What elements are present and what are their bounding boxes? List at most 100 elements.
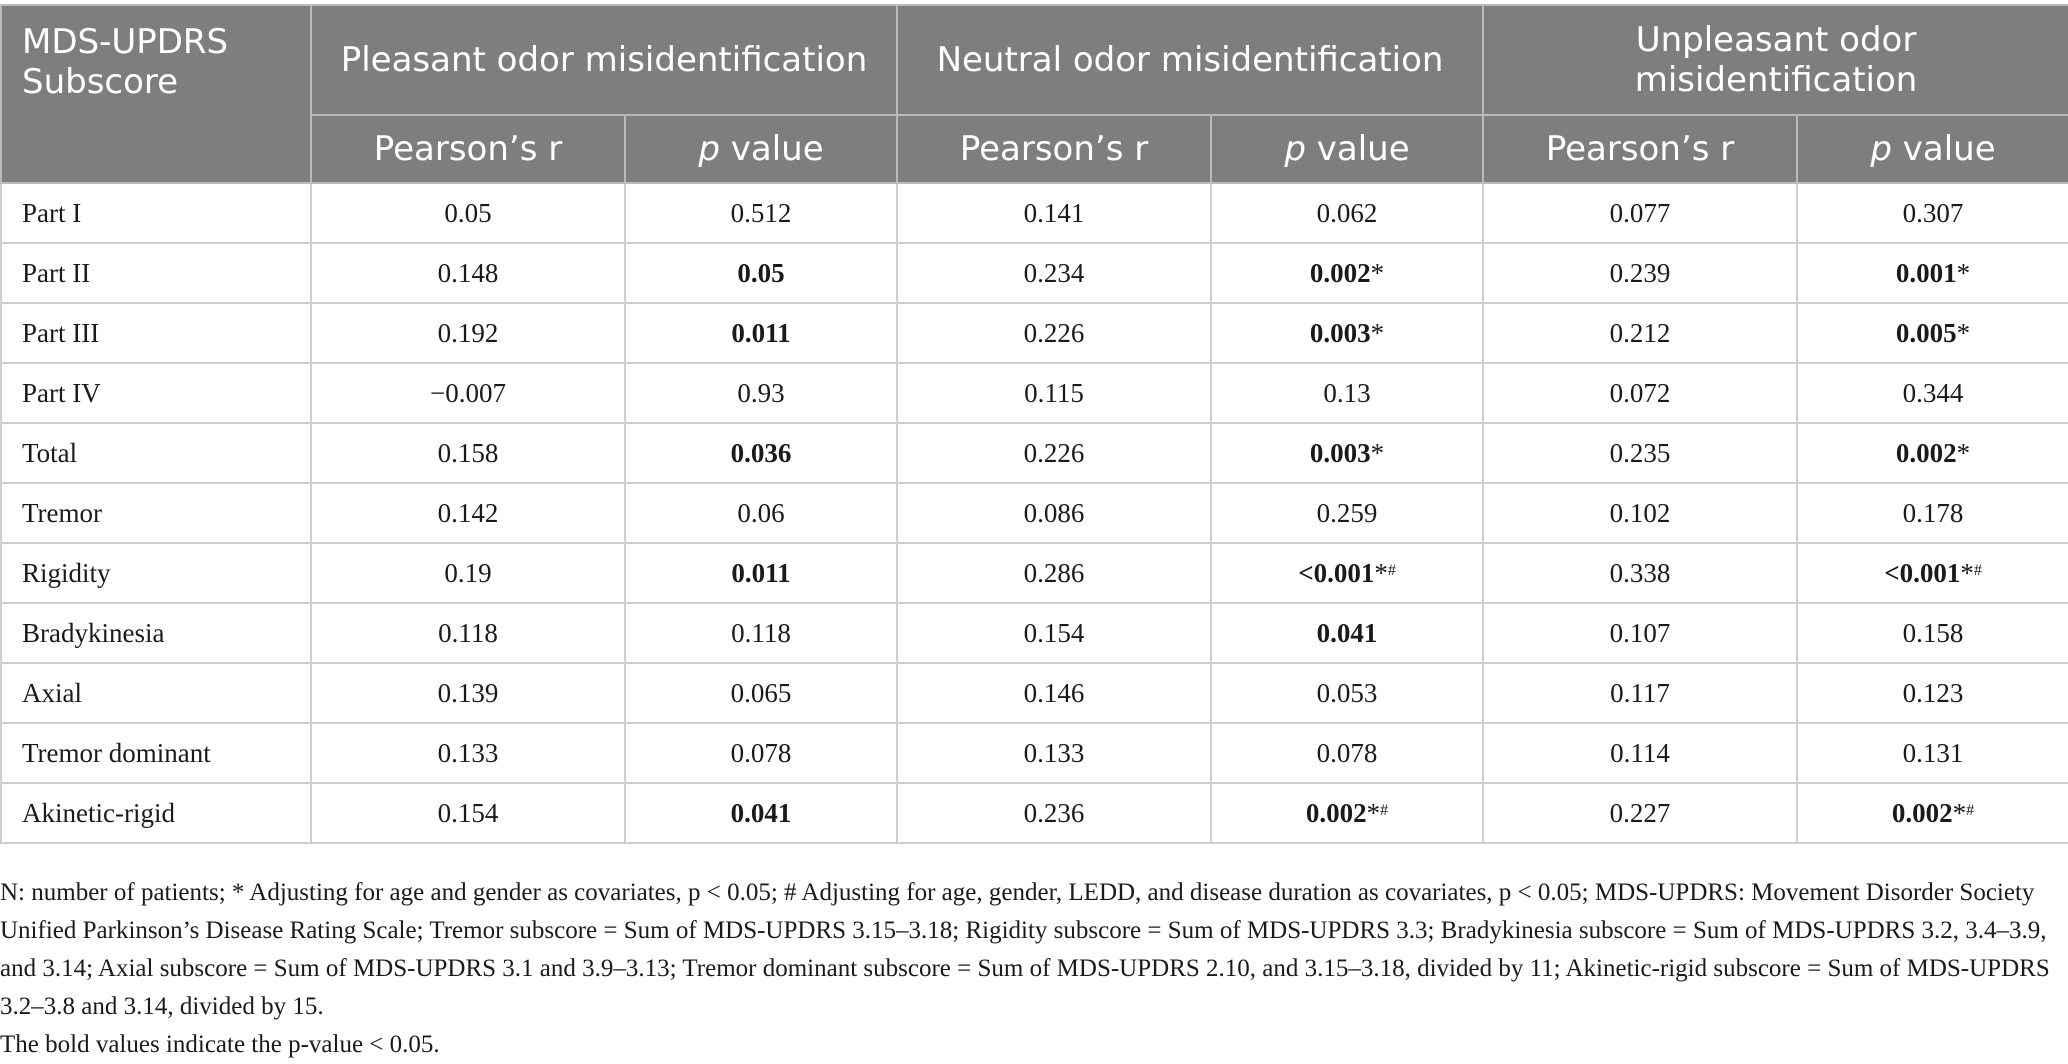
cell-value: 0.086: [1023, 497, 1085, 528]
table-row: Part IV −0.007 0.93 0.115 0.13 0.072 0.344: [0, 362, 2068, 424]
row-label: Axial: [0, 662, 312, 724]
hash-marker: #: [1380, 801, 1389, 819]
p-value-cell: 0.118: [623, 602, 899, 664]
pearson-r-cell: 0.05: [310, 182, 626, 244]
cell-value: 0.178: [1902, 497, 1964, 528]
pearson-r-cell: 0.133: [310, 722, 626, 784]
cell-value: 0.307: [1902, 197, 1964, 228]
pearson-r-cell: 0.072: [1482, 362, 1799, 424]
pearson-r-cell: 0.117: [1482, 662, 1799, 724]
p-value-cell: 0.002*: [1210, 242, 1485, 304]
row-label: Akinetic-rigid: [0, 782, 312, 844]
cell-value: 0.192: [437, 317, 499, 348]
hash-marker: #: [1973, 561, 1982, 579]
value-word: value: [1305, 129, 1410, 169]
cell-value: 0.003: [1309, 437, 1371, 468]
cell-value: 0.139: [437, 677, 499, 708]
p-value-cell: 0.93: [623, 362, 899, 424]
cell-value: 0.036: [730, 437, 792, 468]
pearson-r-cell: 0.212: [1482, 302, 1799, 364]
row-label: Total: [0, 422, 312, 484]
cell-value: 0.062: [1316, 197, 1378, 228]
p-value-cell: 0.001*: [1796, 242, 2068, 304]
p-italic: p: [698, 129, 720, 169]
cell-value: 0.002: [1309, 257, 1371, 288]
cell-value: 0.065: [730, 677, 792, 708]
cell-value: 0.19: [444, 557, 492, 588]
cell-value: 0.002: [1305, 797, 1367, 828]
row-label: Tremor: [0, 482, 312, 544]
cell-value: 0.001: [1895, 257, 1957, 288]
cell-value: 0.041: [730, 797, 792, 828]
pearson-r-cell: 0.077: [1482, 182, 1799, 244]
p-value-cell: 0.13: [1210, 362, 1485, 424]
table-row: Tremor dominant 0.133 0.078 0.133 0.078 0.114…: [0, 722, 2068, 784]
p-value-cell: 0.307: [1796, 182, 2068, 244]
p-value-cell: 0.123: [1796, 662, 2068, 724]
cell-value: 0.154: [1023, 617, 1085, 648]
p-value-cell: 0.003*: [1210, 302, 1485, 364]
cell-value: 0.512: [730, 197, 792, 228]
cell-value: 0.142: [437, 497, 499, 528]
correlation-table: MDS-UPDRS Subscore Pleasant odor misiden…: [0, 4, 2068, 844]
cell-value: 0.011: [731, 557, 791, 588]
table-footnotes: N: number of patients; * Adjusting for a…: [0, 874, 2060, 1064]
cell-value: 0.102: [1609, 497, 1671, 528]
pearson-r-cell: 0.226: [896, 422, 1213, 484]
cell-value: 0.06: [737, 497, 785, 528]
p-value-cell: 0.158: [1796, 602, 2068, 664]
group-header-unpleasant: Unpleasant odor misidentification: [1482, 4, 2068, 116]
pearson-r-cell: −0.007: [310, 362, 626, 424]
pearson-r-cell: 0.102: [1482, 482, 1799, 544]
p-value-cell: 0.053: [1210, 662, 1485, 724]
cell-value: 0.259: [1316, 497, 1378, 528]
cell-value: 0.123: [1902, 677, 1964, 708]
pearson-r-cell: 0.118: [310, 602, 626, 664]
cell-value: 0.131: [1902, 737, 1964, 768]
hash-marker: #: [1387, 561, 1396, 579]
row-label: Rigidity: [0, 542, 312, 604]
pearson-r-cell: 0.107: [1482, 602, 1799, 664]
p-italic: p: [1870, 129, 1892, 169]
asterisk-marker: *: [1956, 257, 1971, 288]
p-value-cell: 0.005*: [1796, 302, 2068, 364]
pearson-r-cell: 0.139: [310, 662, 626, 724]
asterisk-marker: *: [1952, 797, 1967, 828]
cell-value: 0.141: [1023, 197, 1085, 228]
row-label: Bradykinesia: [0, 602, 312, 664]
pearson-r-cell: 0.227: [1482, 782, 1799, 844]
p-value-cell: 0.003*: [1210, 422, 1485, 484]
cell-value: −0.007: [430, 377, 506, 408]
cell-value: 0.077: [1609, 197, 1671, 228]
value-word: value: [1891, 129, 1996, 169]
row-label: Part II: [0, 242, 312, 304]
asterisk-marker: *: [1960, 557, 1974, 588]
asterisk-marker: *: [1374, 557, 1388, 588]
asterisk-marker: *: [1956, 437, 1971, 468]
table-row: Part III 0.192 0.011 0.226 0.003* 0.212 0.005*: [0, 302, 2068, 364]
cell-value: 0.13: [1323, 377, 1371, 408]
cell-value: 0.05: [444, 197, 492, 228]
cell-value: 0.236: [1023, 797, 1085, 828]
table-row: Akinetic-rigid 0.154 0.041 0.236 0.002*# 0.22…: [0, 782, 2068, 844]
subheader-p-value: p value: [1796, 114, 2068, 184]
asterisk-marker: *: [1956, 317, 1971, 348]
row-label: Part IV: [0, 362, 312, 424]
stub-header: MDS-UPDRS Subscore: [0, 4, 312, 184]
pearson-r-cell: 0.148: [310, 242, 626, 304]
cell-value: 0.114: [1610, 737, 1670, 768]
p-value-cell: 0.06: [623, 482, 899, 544]
header-row-groups: MDS-UPDRS Subscore Pleasant odor misiden…: [0, 4, 2068, 184]
cell-value: 0.344: [1902, 377, 1964, 408]
cell-value: <0.001: [1298, 557, 1375, 588]
pearson-r-cell: 0.239: [1482, 242, 1799, 304]
p-value-cell: 0.065: [623, 662, 899, 724]
table-row: Part II 0.148 0.05 0.234 0.002* 0.239 0.001*: [0, 242, 2068, 304]
p-value-cell: 0.002*#: [1796, 782, 2068, 844]
table-row: Bradykinesia 0.118 0.118 0.154 0.041 0.107 0.1…: [0, 602, 2068, 664]
p-value-cell: 0.002*#: [1210, 782, 1485, 844]
subheader-pearson-r: Pearson’s r: [1482, 114, 1799, 184]
cell-value: 0.05: [737, 257, 785, 288]
pearson-r-cell: 0.158: [310, 422, 626, 484]
table-body: Part I 0.05 0.512 0.141 0.062 0.077 0.307 Part …: [0, 182, 2068, 844]
